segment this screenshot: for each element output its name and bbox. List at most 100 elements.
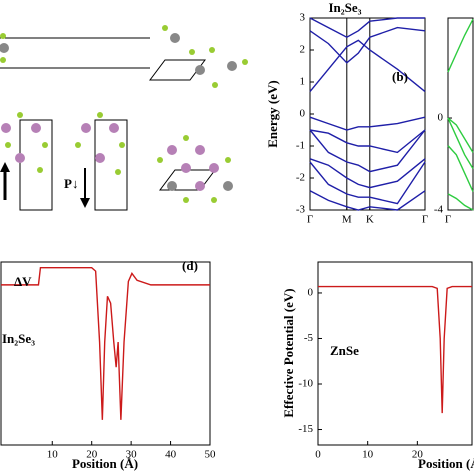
- polarization-label: P↓: [64, 176, 78, 191]
- x-tick-label: 0: [315, 449, 321, 461]
- y-tick-label: -2: [296, 172, 305, 184]
- atom: [195, 181, 205, 191]
- data-line: [309, 161, 426, 205]
- atom: [167, 145, 177, 155]
- data-line: [309, 26, 426, 64]
- atom: [242, 59, 248, 65]
- atom: [31, 123, 41, 133]
- atom: [0, 57, 6, 63]
- cell: [149, 59, 206, 81]
- atom: [1, 123, 11, 133]
- atom: [81, 123, 91, 133]
- x-tick-label: K: [366, 214, 374, 226]
- cell: [19, 119, 53, 211]
- x-tick-label: 40: [165, 449, 177, 461]
- data-line: [447, 117, 474, 153]
- y-tick-label: 2: [300, 44, 306, 56]
- y-tick-label: -1: [296, 140, 305, 152]
- panel-label: (b): [392, 69, 408, 84]
- x-tick-label: Γ: [307, 214, 313, 226]
- annotation: In₂Se₃: [2, 331, 35, 346]
- atom: [109, 123, 119, 133]
- y-tick-label: 0: [438, 112, 444, 124]
- x-tick-label: 20: [86, 449, 98, 461]
- atom: [0, 33, 6, 39]
- atom: [17, 112, 23, 118]
- atom: [189, 49, 195, 55]
- atom: [170, 33, 180, 43]
- y-tick-label: -4: [434, 204, 444, 216]
- atom: [97, 112, 103, 118]
- atom: [183, 197, 189, 203]
- x-tick-label: Γ: [422, 214, 428, 226]
- data-line: [447, 145, 474, 192]
- atom: [209, 163, 219, 173]
- y-tick-label: -10: [298, 378, 313, 390]
- x-axis-label: Position (Å): [72, 456, 138, 471]
- y-axis-label: Effective Potential (eV): [281, 288, 296, 417]
- atom: [37, 167, 43, 173]
- atom: [15, 153, 25, 163]
- arrow-head: [0, 162, 10, 172]
- atom: [225, 157, 231, 163]
- y-tick-label: -3: [296, 204, 306, 216]
- x-tick-label: 50: [205, 449, 217, 461]
- chart-title: In₂Se₃: [328, 0, 361, 15]
- x-axis-label: Position (Å: [418, 456, 474, 471]
- atom: [195, 65, 205, 75]
- x-tick-label: M: [342, 214, 352, 226]
- annotation: ΔV: [14, 274, 32, 289]
- atom: [115, 169, 121, 175]
- y-tick-label: 3: [300, 12, 306, 24]
- data-line: [447, 117, 474, 169]
- data-line: [309, 129, 426, 173]
- atom: [211, 197, 217, 203]
- x-tick-label: Γ: [445, 214, 451, 226]
- y-tick-label: 0: [300, 108, 306, 120]
- atom: [157, 157, 163, 163]
- atom: [209, 47, 215, 53]
- x-tick-label: 10: [362, 449, 374, 461]
- y-tick-label: -5: [304, 332, 314, 344]
- atom: [162, 25, 168, 31]
- plot-frame: [447, 17, 474, 211]
- data-line: [309, 116, 426, 131]
- plot-frame: [309, 17, 426, 211]
- atom: [212, 82, 218, 88]
- annotation: ZnSe: [330, 343, 359, 358]
- atom: [42, 142, 48, 148]
- data-line: [447, 18, 474, 73]
- atom: [75, 142, 81, 148]
- arrow-head: [80, 198, 90, 208]
- atom: [183, 135, 189, 141]
- atom: [5, 142, 11, 148]
- x-tick-label: 10: [47, 449, 59, 461]
- y-tick-label: 0: [308, 286, 314, 298]
- atom: [0, 43, 9, 53]
- plot-frame: [317, 261, 473, 446]
- cell: [94, 119, 128, 211]
- data-line: [309, 190, 426, 211]
- y-tick-label: -15: [298, 423, 313, 435]
- atom: [95, 153, 105, 163]
- panel-label: (d): [182, 258, 198, 273]
- y-tick-label: 1: [300, 76, 306, 88]
- atom: [119, 142, 125, 148]
- data-line: [309, 17, 425, 38]
- atom: [223, 181, 233, 191]
- x-tick-label: 20: [412, 449, 424, 461]
- data-line: [447, 193, 474, 211]
- data-line: [1, 267, 210, 420]
- data-line: [309, 39, 426, 93]
- atom: [167, 181, 177, 191]
- data-line: [309, 158, 426, 189]
- data-line: [309, 129, 426, 154]
- atom: [195, 145, 205, 155]
- atom: [227, 61, 237, 71]
- structure-drawing: P↓: [0, 25, 248, 211]
- atom: [181, 163, 191, 173]
- plot-frame: [0, 261, 211, 446]
- y-axis-label: Energy (eV): [265, 80, 280, 148]
- x-tick-label: 30: [126, 449, 138, 461]
